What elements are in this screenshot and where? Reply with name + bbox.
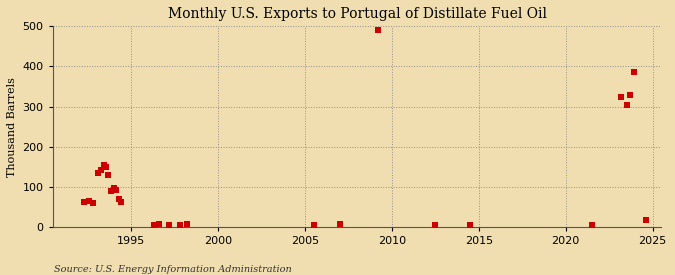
Point [103, 173, 113, 177]
Point [641, 218, 651, 222]
Point [621, 102, 632, 107]
Point [587, 223, 597, 227]
Point [334, 222, 345, 226]
Point [96, 167, 107, 172]
Point [105, 189, 116, 193]
Point [616, 94, 627, 99]
Point [78, 200, 89, 204]
Point [181, 222, 192, 226]
Point [101, 165, 111, 169]
Point [624, 92, 635, 97]
Point [113, 197, 124, 201]
Point [308, 223, 319, 227]
Point [87, 201, 98, 205]
Point [174, 223, 185, 227]
Point [373, 28, 383, 32]
Point [148, 223, 159, 227]
Point [92, 170, 103, 175]
Point [116, 200, 127, 204]
Point [108, 185, 119, 190]
Text: Source: U.S. Energy Information Administration: Source: U.S. Energy Information Administ… [54, 265, 292, 274]
Title: Monthly U.S. Exports to Portugal of Distillate Fuel Oil: Monthly U.S. Exports to Portugal of Dist… [167, 7, 547, 21]
Point [464, 223, 475, 227]
Point [430, 223, 441, 227]
Point [111, 188, 122, 192]
Point [153, 222, 164, 226]
Point [99, 163, 109, 167]
Point [164, 223, 175, 227]
Point [628, 70, 639, 75]
Point [84, 199, 95, 203]
Y-axis label: Thousand Barrels: Thousand Barrels [7, 77, 17, 177]
